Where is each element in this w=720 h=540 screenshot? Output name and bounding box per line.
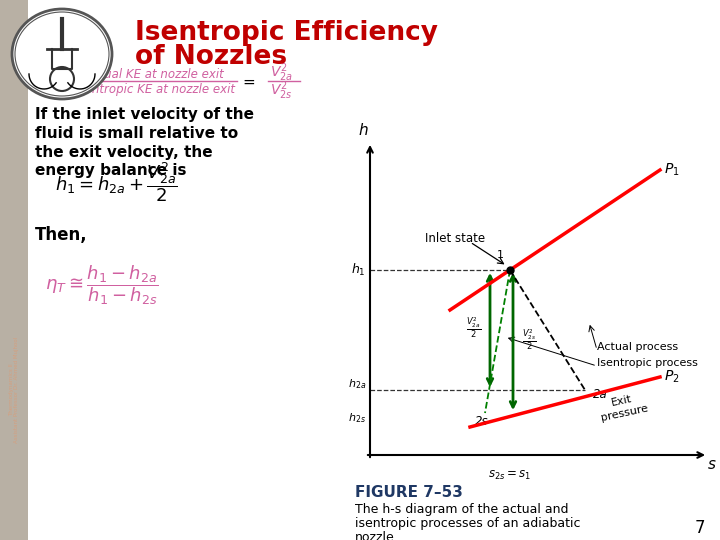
Text: $s_{2s} = s_1$: $s_{2s} = s_1$ (488, 469, 531, 482)
Text: Exit
pressure: Exit pressure (597, 392, 649, 423)
Ellipse shape (12, 9, 112, 99)
Text: 2s: 2s (475, 415, 489, 428)
Text: 2a: 2a (593, 388, 608, 401)
Text: $\eta_T \cong \dfrac{h_1 - h_{2a}}{h_1 - h_{2s}}$: $\eta_T \cong \dfrac{h_1 - h_{2a}}{h_1 -… (45, 263, 158, 307)
Text: h: h (359, 123, 368, 138)
Text: 7: 7 (695, 519, 706, 537)
Text: $\frac{V^2_{2a}}{2}$: $\frac{V^2_{2a}}{2}$ (467, 316, 482, 340)
Text: Inlet state: Inlet state (425, 232, 485, 245)
Text: energy balance is: energy balance is (35, 164, 186, 179)
Text: $V^2_{2a}$: $V^2_{2a}$ (270, 62, 293, 84)
Text: Actual process: Actual process (597, 342, 678, 352)
Text: FIGURE 7–53: FIGURE 7–53 (355, 485, 463, 500)
Text: fluid is small relative to: fluid is small relative to (35, 125, 238, 140)
Bar (0, 0, 28, 540)
Text: 1: 1 (497, 250, 503, 260)
Text: of Nozzles: of Nozzles (135, 44, 287, 70)
Text: Isentropic Efficiency: Isentropic Efficiency (135, 20, 438, 46)
Text: $h_{2a}$: $h_{2a}$ (348, 377, 366, 391)
Text: Thermodynamics II
Assistant Professor Dr. Ahmed Mujhool: Thermodynamics II Assistant Professor Dr… (9, 337, 19, 443)
Text: $\eta_N =$: $\eta_N =$ (35, 77, 66, 91)
Text: $P_2$: $P_2$ (664, 369, 680, 385)
Text: s: s (708, 457, 716, 472)
Text: $\frac{V^2_{2s}}{2}$: $\frac{V^2_{2s}}{2}$ (522, 328, 536, 352)
Text: $h_1 = h_{2a} + \dfrac{V^2_{2a}}{2}$: $h_1 = h_{2a} + \dfrac{V^2_{2a}}{2}$ (55, 160, 177, 204)
Text: $P_1$: $P_1$ (664, 162, 680, 178)
Text: isentropic processes of an adiabatic: isentropic processes of an adiabatic (355, 517, 580, 530)
Text: =: = (242, 75, 255, 90)
Text: Actual KE at nozzle exit: Actual KE at nozzle exit (86, 68, 225, 80)
Text: $h_{2s}$: $h_{2s}$ (348, 411, 366, 425)
Text: Isentropic process: Isentropic process (597, 358, 698, 368)
Text: Isentropic KE at nozzle exit: Isentropic KE at nozzle exit (75, 83, 235, 96)
Text: Then,: Then, (35, 226, 88, 244)
Text: the exit velocity, the: the exit velocity, the (35, 145, 212, 159)
Text: nozzle.: nozzle. (355, 531, 399, 540)
Text: If the inlet velocity of the: If the inlet velocity of the (35, 106, 254, 122)
Text: $h_1$: $h_1$ (351, 262, 366, 278)
Text: $V^2_{2s}$: $V^2_{2s}$ (270, 80, 292, 102)
Text: The h-s diagram of the actual and: The h-s diagram of the actual and (355, 503, 569, 516)
